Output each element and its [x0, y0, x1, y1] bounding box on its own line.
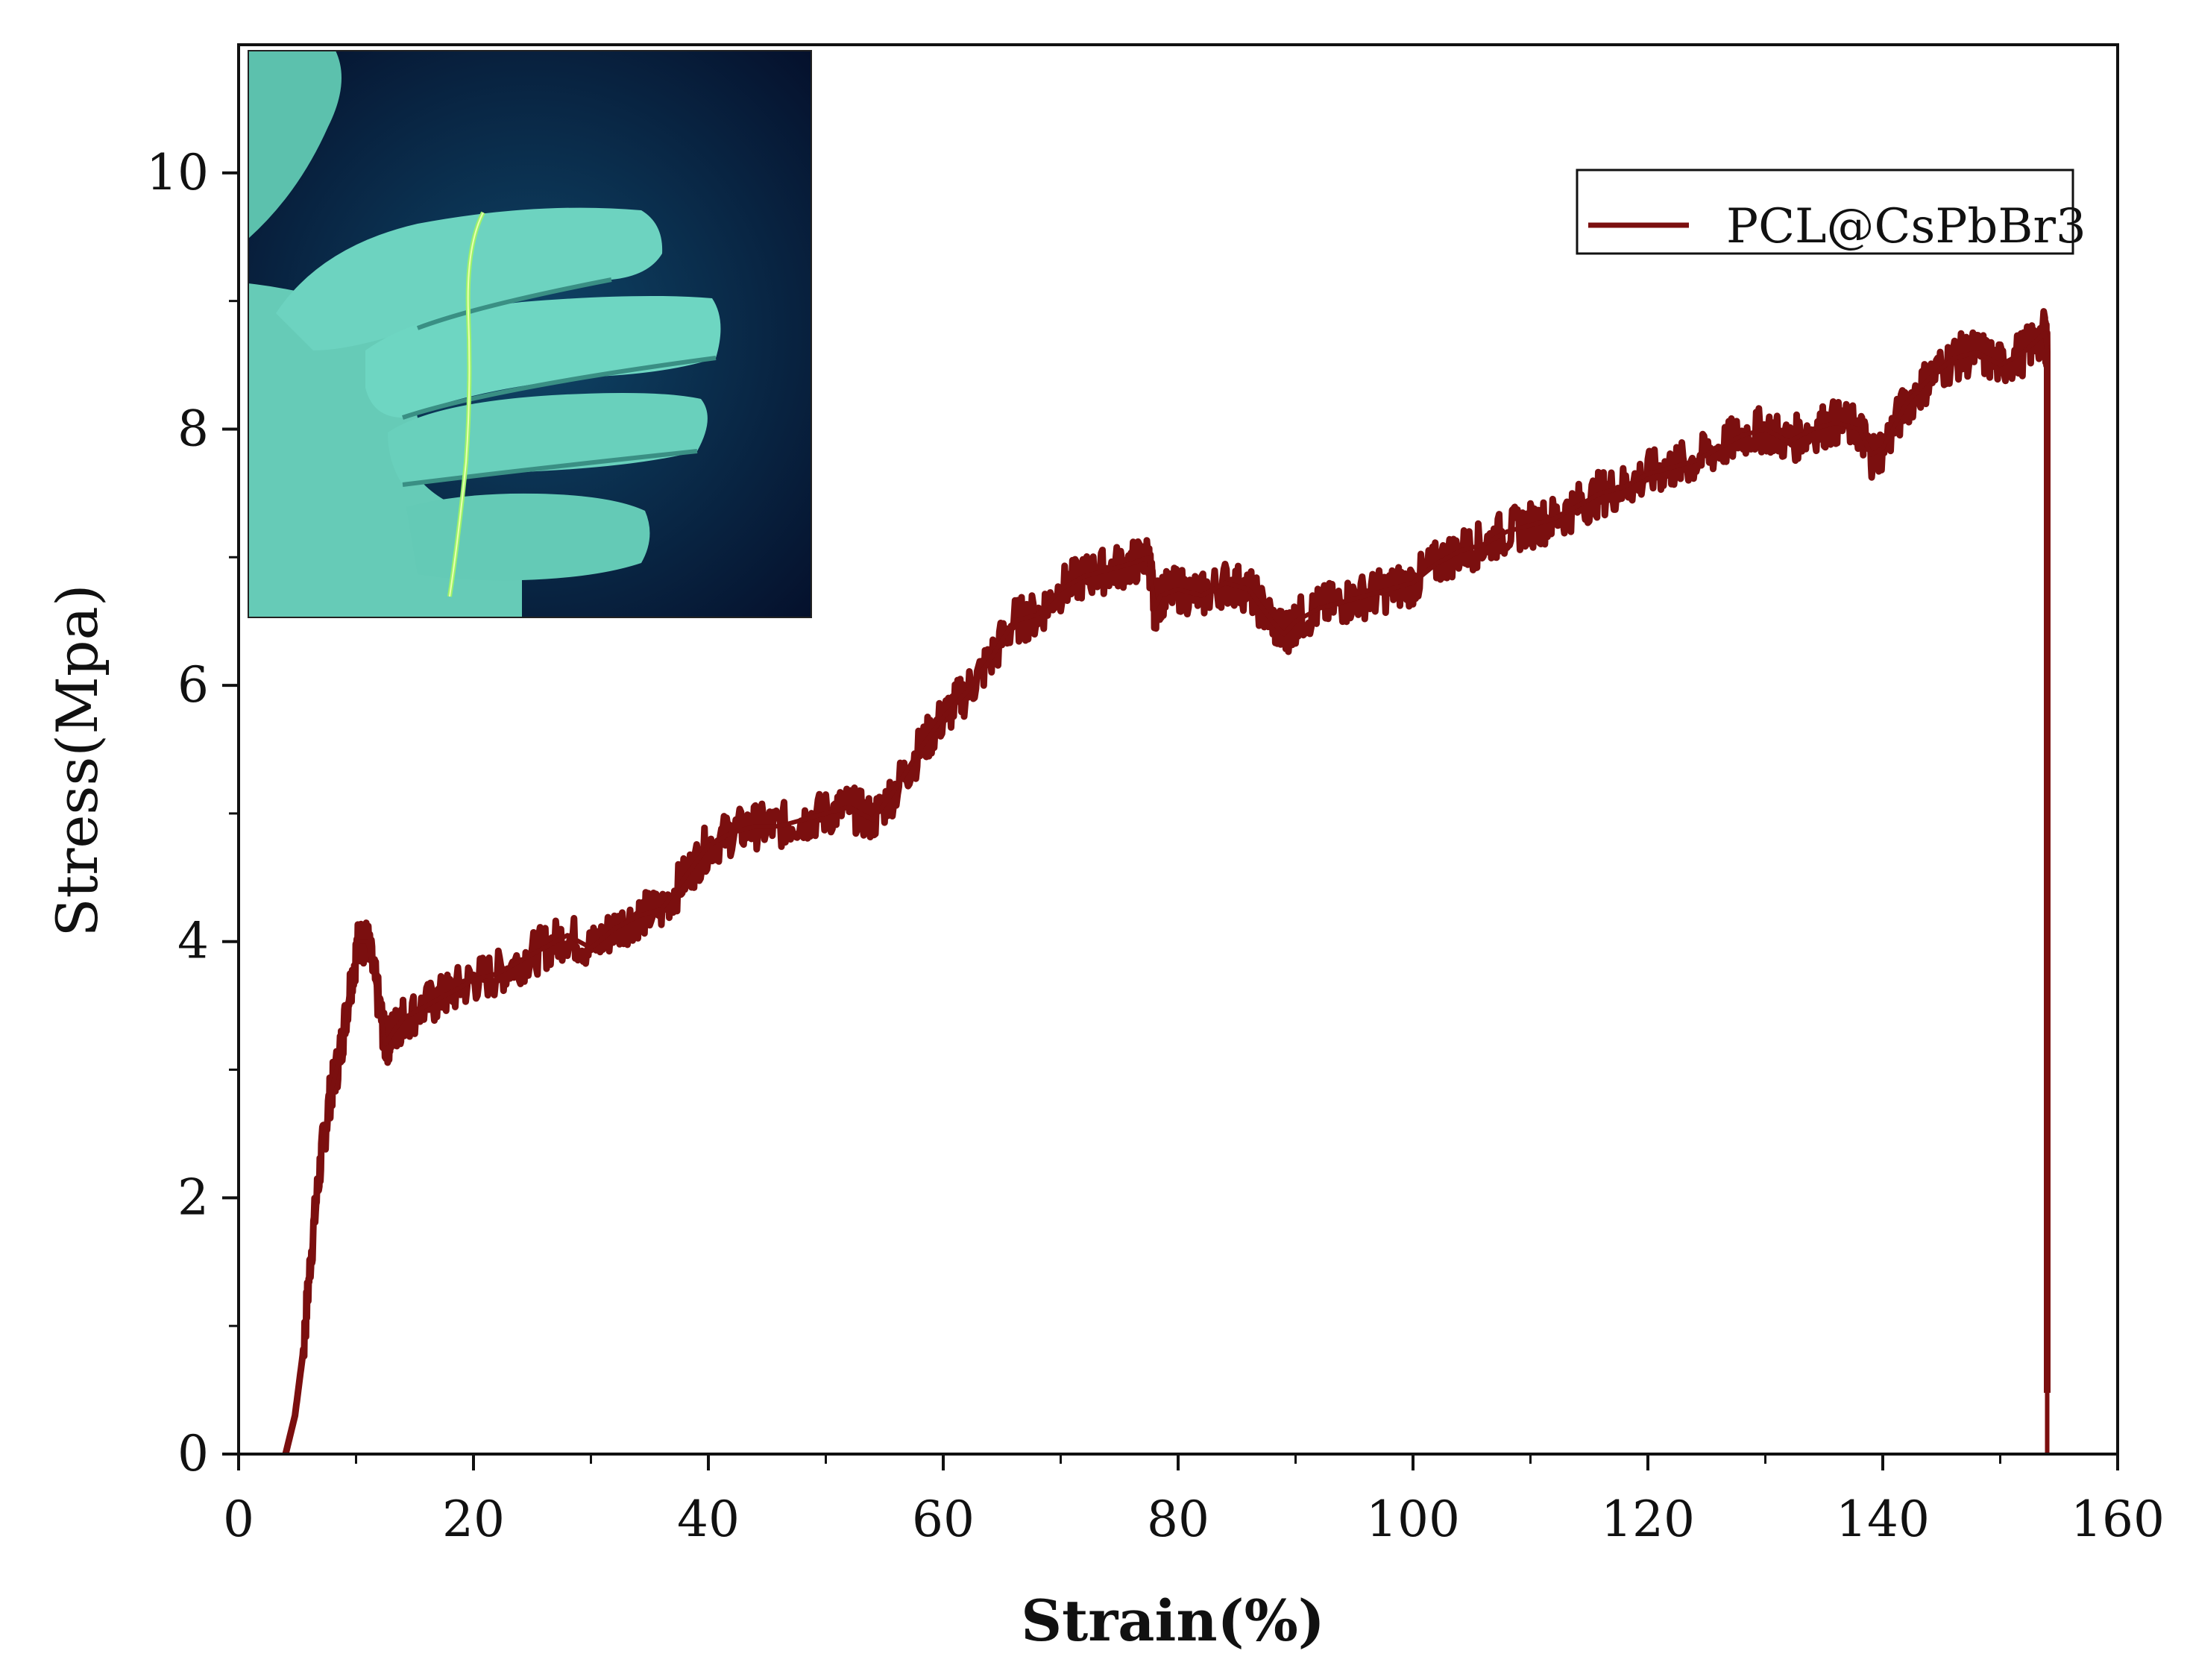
x-tick-label: 80 [1147, 1491, 1209, 1548]
legend-label: PCL@CsPbBr3 [1726, 199, 2086, 254]
series-line-noise [282, 308, 2051, 1456]
y-tick-label: 2 [177, 1168, 209, 1226]
x-tick-label: 20 [442, 1491, 505, 1548]
series-line [283, 330, 2050, 1455]
y-axis-title: Stress(Mpa) [44, 585, 110, 937]
x-axis-ticks: 0 20 40 60 80 100 120 140 160 [223, 1454, 2165, 1548]
x-tick-label: 140 [1836, 1491, 1930, 1548]
x-tick-label: 100 [1366, 1491, 1460, 1548]
y-tick-label: 6 [177, 656, 209, 714]
x-axis-title: Strain(%) [1021, 1588, 1325, 1654]
plot-series [282, 308, 2051, 1456]
inset-photo [248, 50, 812, 618]
x-tick-label: 60 [912, 1491, 975, 1548]
legend: PCL@CsPbBr3 [1576, 169, 2086, 255]
x-tick-label: 0 [223, 1491, 254, 1548]
y-tick-label: 10 [146, 144, 209, 201]
y-axis-ticks: 0 2 4 6 8 10 [146, 144, 239, 1482]
y-tick-label: 4 [177, 913, 209, 970]
y-tick-label: 8 [177, 400, 209, 457]
x-tick-label: 120 [1601, 1491, 1695, 1548]
legend-box [1576, 169, 2074, 255]
x-tick-label: 160 [2071, 1491, 2165, 1548]
y-tick-label: 0 [177, 1425, 209, 1482]
x-tick-label: 40 [677, 1491, 740, 1548]
